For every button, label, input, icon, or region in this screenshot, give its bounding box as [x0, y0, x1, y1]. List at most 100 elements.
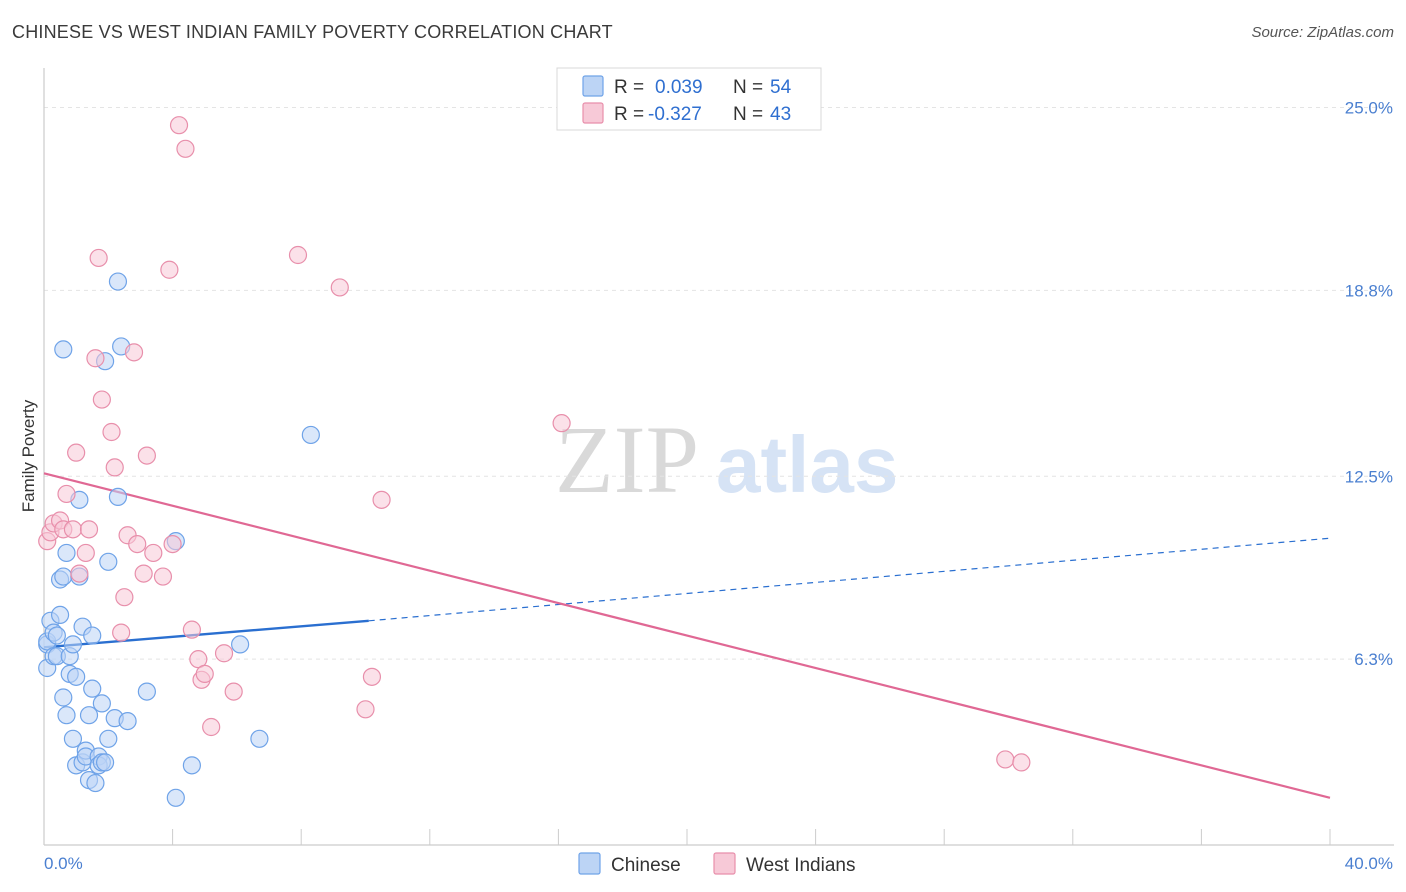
chinese-point	[166, 788, 185, 807]
y-tick-label: 18.8%	[1345, 281, 1393, 300]
chinese-point	[231, 635, 250, 654]
chinese-point	[99, 552, 118, 571]
west-indians-point	[552, 414, 571, 433]
legend: R = 0.039 N = 54 R = -0.327 N = 43	[556, 67, 822, 131]
west-indians-point	[92, 390, 111, 409]
bottom-legend: Chinese West Indians	[578, 852, 855, 876]
y-tick-label: 12.5%	[1345, 467, 1393, 486]
west-indians-point	[153, 567, 173, 586]
bottom-legend-west-indians: West Indians	[746, 855, 855, 876]
watermark-zip: ZIP	[555, 406, 699, 513]
west-indians-point	[202, 717, 221, 737]
bottom-legend-swatch-chinese	[578, 852, 601, 875]
y-tick-label: 25.0%	[1345, 99, 1393, 118]
chinese-point	[54, 688, 73, 707]
chinese-point	[67, 667, 86, 686]
west-indians-point	[362, 667, 382, 686]
west-indians-point	[105, 458, 124, 477]
legend-swatch-west-indians	[582, 102, 604, 124]
west-indians-trendline	[43, 472, 1331, 799]
west-indians-point	[76, 543, 95, 563]
chart-title: CHINESE VS WEST INDIAN FAMILY POVERTY CO…	[12, 22, 613, 42]
legend-r-label-0: R =	[614, 77, 644, 98]
west-indians-point	[163, 534, 182, 554]
west-indians-point	[195, 664, 214, 684]
west-indians-point	[1012, 753, 1031, 772]
x-tick-label: 0.0%	[44, 854, 83, 873]
bottom-legend-swatch-west-indians	[713, 852, 736, 875]
chinese-point	[47, 626, 66, 645]
west-indians-point	[160, 260, 179, 279]
west-indians-point	[176, 139, 195, 158]
legend-r-value-0: 0.039	[655, 77, 703, 98]
west-indians-point	[67, 443, 86, 462]
legend-r-value-1: -0.327	[648, 104, 702, 125]
chinese-point	[50, 605, 70, 625]
chinese-point	[79, 706, 99, 725]
west-indians-point	[182, 620, 201, 639]
chinese-point	[63, 635, 83, 654]
west-indians-point	[134, 564, 153, 583]
data-points	[38, 116, 1031, 807]
west-indians-point	[288, 245, 308, 265]
chinese-point	[57, 706, 76, 725]
y-tick-labels: 6.3% 12.5% 18.8% 25.0%	[1345, 99, 1393, 670]
legend-n-label-1: N =	[733, 104, 763, 125]
west-indians-point	[89, 248, 108, 268]
chinese-point	[108, 487, 128, 506]
chinese-point	[83, 679, 102, 698]
west-indians-point	[79, 520, 99, 539]
bottom-legend-chinese: Chinese	[611, 855, 681, 876]
west-indians-point	[356, 700, 375, 719]
west-indians-point	[102, 422, 121, 442]
west-indians-point	[70, 564, 89, 583]
chinese-point	[63, 729, 83, 748]
chinese-trendline-extension	[368, 537, 1331, 622]
west-indians-point	[144, 543, 163, 563]
legend-n-label-0: N =	[733, 77, 763, 98]
legend-n-value-1: 43	[770, 104, 791, 125]
y-axis-label: Family Poverty	[19, 399, 38, 512]
west-indians-point	[124, 343, 144, 362]
west-indians-point	[137, 446, 156, 465]
y-tick-label: 6.3%	[1354, 650, 1393, 669]
chinese-point	[182, 756, 201, 775]
chinese-point	[54, 567, 73, 586]
chinese-point	[83, 626, 102, 645]
chinese-point	[57, 543, 76, 563]
west-indians-point	[169, 116, 189, 135]
west-indians-point	[63, 520, 83, 539]
west-indians-point	[330, 278, 349, 297]
chinese-point	[54, 340, 73, 359]
west-indians-point	[214, 644, 234, 663]
chinese-point	[137, 682, 156, 701]
chinese-trendline	[43, 619, 369, 649]
legend-n-value-0: 54	[770, 77, 792, 98]
watermark-atlas: atlas	[716, 420, 898, 509]
x-tick-labels: 0.0% 40.0%	[44, 854, 1393, 873]
west-indians-point	[372, 490, 391, 509]
chinese-point	[108, 272, 128, 291]
west-indians-point	[996, 750, 1015, 769]
west-indians-point	[128, 534, 147, 554]
chinese-point	[301, 425, 320, 445]
chinese-point	[92, 694, 111, 713]
trendlines	[43, 472, 1331, 799]
chinese-point	[86, 773, 105, 793]
west-indians-point	[224, 682, 243, 701]
x-tick-label: 40.0%	[1345, 854, 1393, 873]
west-indians-point	[115, 588, 134, 607]
west-indians-point	[86, 349, 105, 368]
axes	[43, 68, 1394, 846]
legend-r-label-1: R =	[614, 104, 644, 125]
gridlines	[44, 107, 1394, 660]
west-indians-point	[112, 623, 131, 642]
source-label: Source: ZipAtlas.com	[1251, 24, 1394, 41]
chinese-point	[95, 753, 115, 772]
legend-swatch-chinese	[582, 75, 604, 97]
chinese-point	[250, 729, 269, 748]
chinese-point	[99, 729, 118, 748]
west-indians-point	[57, 484, 76, 504]
chinese-point	[118, 711, 137, 731]
